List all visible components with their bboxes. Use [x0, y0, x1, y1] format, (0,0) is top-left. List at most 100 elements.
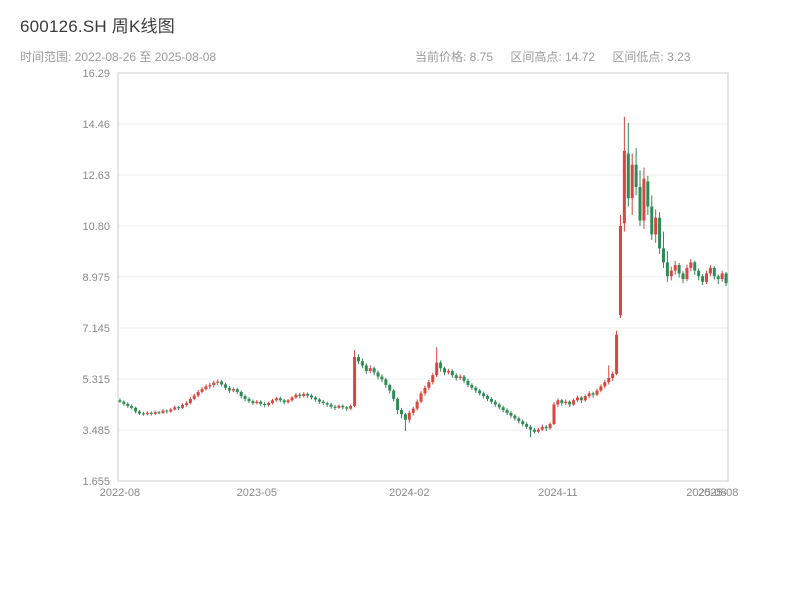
candle-body — [615, 334, 619, 374]
candle-body — [298, 394, 302, 397]
candle-body — [677, 265, 681, 274]
candle-body — [302, 393, 306, 397]
candle-body — [622, 150, 626, 224]
candle-body — [286, 400, 290, 403]
candle-body — [446, 371, 450, 373]
candle-body — [333, 406, 337, 408]
candle-body — [712, 267, 716, 277]
candle-body — [708, 267, 712, 274]
candle-body — [310, 395, 314, 398]
candle-body — [638, 187, 642, 221]
y-axis-tick-label: 8.975 — [82, 272, 110, 284]
candle-body — [634, 164, 638, 188]
candle-body — [149, 412, 153, 414]
candle-body — [685, 267, 689, 280]
candle-body — [360, 361, 364, 366]
candle-body — [138, 411, 142, 414]
candle-body — [552, 404, 556, 424]
candle-body — [368, 368, 372, 372]
candle-body — [544, 426, 548, 429]
plot-border — [117, 72, 729, 482]
candle-body — [231, 389, 235, 391]
candle-body — [661, 248, 665, 263]
candle-body — [153, 412, 157, 414]
candle-body — [407, 412, 411, 420]
candle-body — [599, 386, 603, 391]
candle-body — [521, 421, 525, 424]
candle-body — [181, 405, 185, 408]
candle-body — [568, 401, 572, 405]
candle-body — [611, 373, 615, 378]
candle-body — [353, 357, 357, 406]
candle-body — [270, 400, 274, 404]
candle-body — [423, 387, 427, 394]
candle-body — [681, 273, 685, 280]
candle-body — [243, 396, 247, 399]
candle-body — [126, 403, 130, 406]
candle-body — [532, 429, 536, 432]
candle-body — [184, 403, 188, 406]
candle-body — [591, 393, 595, 395]
candle-body — [130, 405, 134, 408]
candle-body — [372, 368, 376, 373]
candle-body — [188, 398, 192, 404]
candle-body — [396, 398, 400, 411]
candle-body — [294, 394, 298, 398]
candle-body — [173, 407, 177, 410]
candle-body — [607, 377, 611, 383]
candle-body — [161, 410, 165, 413]
candle-body — [356, 357, 360, 362]
candle-body — [618, 226, 622, 316]
y-axis-tick-label: 5.315 — [82, 374, 110, 386]
candle-body — [341, 405, 345, 408]
chart-title: 600126.SH 周K线图 — [20, 17, 175, 36]
candle-body — [204, 386, 208, 390]
candle-body — [529, 426, 533, 430]
candle-body — [572, 400, 576, 405]
candle-body — [263, 403, 267, 406]
candle-body — [134, 407, 138, 412]
candle-body — [642, 178, 646, 221]
candle-body — [716, 276, 720, 280]
candle-body — [177, 407, 181, 409]
candle-body — [689, 262, 693, 268]
candle-body — [196, 391, 200, 396]
candle-body — [673, 265, 677, 271]
candle-body — [259, 401, 263, 404]
candle-body — [482, 393, 486, 397]
candle-body — [489, 398, 493, 402]
x-axis-tick-label: 2024-02 — [389, 487, 429, 499]
candle-body — [388, 384, 392, 391]
candle-body — [216, 381, 220, 383]
candle-body — [399, 410, 403, 415]
candle-body — [497, 404, 501, 408]
y-axis-tick-label: 3.485 — [82, 425, 110, 437]
candle-body — [239, 391, 243, 397]
candle-body — [435, 362, 439, 376]
candle-body — [337, 405, 341, 408]
candle-body — [122, 401, 126, 404]
stats-row: 当前价格: 8.75 区间高点: 14.72 区间低点: 3.23 — [415, 48, 704, 65]
candle-body — [255, 401, 259, 404]
candle-body — [200, 389, 204, 392]
candle-body — [579, 397, 583, 401]
candle-body — [720, 273, 724, 280]
candle-body — [474, 387, 478, 391]
candle-body — [505, 410, 509, 413]
candle-body — [701, 276, 705, 282]
candle-body — [251, 401, 255, 404]
candle-body — [282, 400, 286, 403]
candle-body — [364, 365, 368, 372]
x-axis-tick-label: 2025-08 — [698, 487, 738, 499]
candle-body — [165, 410, 169, 412]
candle-body — [141, 413, 145, 415]
candle-body — [665, 262, 669, 277]
candle-body — [493, 401, 497, 405]
candle-body — [462, 376, 466, 381]
chart-header: 600126.SH 周K线图 — [20, 12, 780, 37]
candle-body — [470, 384, 474, 388]
candle-body — [575, 397, 579, 401]
candle-body — [525, 423, 529, 427]
